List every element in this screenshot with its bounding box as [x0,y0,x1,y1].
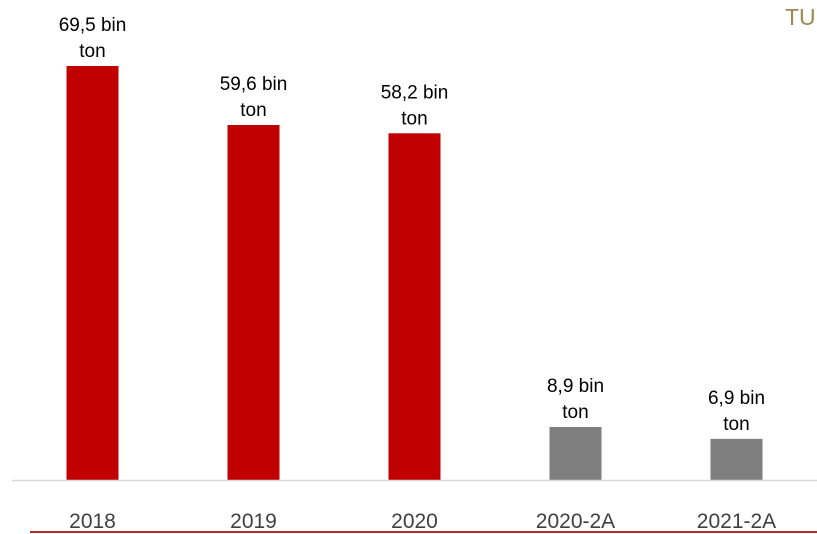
value-label-2021-2A: 6,9 bin ton [708,388,765,435]
x-tick-label-2020-2A: 2020-2A [536,510,615,533]
bar-2020 [388,133,441,481]
value-label-2020: 58,2 bin ton [381,82,449,129]
value-label-line: 6,9 bin [708,388,765,409]
bars-group [66,66,763,481]
value-label-line: ton [240,100,266,121]
value-label-line: 69,5 bin [59,15,127,36]
x-tick-labels-group: 2018 2019 2020 2020-2A 2021-2A [69,510,776,533]
value-label-line: 58,2 bin [381,82,449,103]
bar-2021-2A [710,438,763,480]
value-label-line: 8,9 bin [547,376,604,397]
value-label-2020-2A: 8,9 bin ton [547,376,604,423]
x-tick-label-2021-2A: 2021-2A [697,510,776,533]
value-label-2018: 69,5 bin ton [59,15,127,62]
bar-2019 [227,125,280,480]
value-label-line: 59,6 bin [220,74,288,95]
value-label-line: ton [562,402,588,423]
value-label-2019: 59,6 bin ton [220,74,288,121]
x-tick-label-2018: 2018 [69,510,116,533]
value-label-line: ton [723,414,749,435]
value-label-line: ton [401,108,427,129]
bar-2018 [66,66,119,480]
x-tick-label-2020: 2020 [391,510,438,533]
x-tick-label-2019: 2019 [230,510,277,533]
bar-2020-2A [549,427,602,480]
corner-title-fragment: TU [785,4,816,30]
value-label-line: ton [79,41,105,62]
